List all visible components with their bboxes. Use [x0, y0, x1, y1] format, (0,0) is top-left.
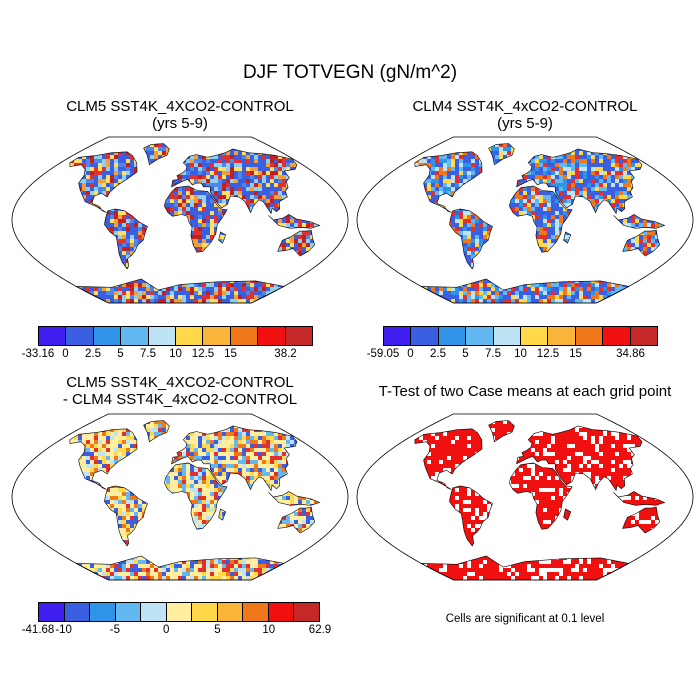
colorbar-swatch — [243, 603, 269, 621]
coastlines — [69, 143, 321, 304]
figure-title: DJF TOTVEGN (gN/m^2) — [242, 62, 458, 83]
colorbar-swatch — [630, 327, 658, 345]
colorbar-tick-label: 5 — [117, 348, 124, 360]
panel-title-ttest: T-Test of two Case means at each grid po… — [355, 383, 695, 400]
colorbar-swatch — [548, 327, 576, 345]
panel-title-clm5: CLM5 SST4K_4XCO2-CONTROL (yrs 5-9) — [10, 98, 350, 132]
colorbar-swatch — [521, 327, 549, 345]
colorbar-swatch — [90, 603, 116, 621]
map-border — [356, 413, 694, 581]
colorbar-swatch — [466, 327, 494, 345]
colorbar-swatch — [294, 603, 320, 621]
colorbar-swatch — [285, 327, 313, 345]
colorbar-swatch — [603, 327, 631, 345]
panel-title-line: (yrs 5-9) — [497, 115, 553, 132]
colorbar-tick-label: 15 — [569, 348, 582, 360]
colorbar-tick-label: 2.5 — [430, 348, 446, 360]
colorbar-tick-label: -41.68 — [21, 624, 55, 636]
colorbar-swatch — [268, 603, 295, 621]
colorbar-labels-diff: -41.68 -10 -5 0 5 10 62.9 — [22, 624, 332, 638]
colorbar-tick-label: 2.5 — [85, 348, 101, 360]
colorbar-tick-label: 10 — [262, 624, 276, 636]
panel-title-line: - CLM4 SST4K_4xCO2-CONTROL — [62, 391, 298, 408]
panel-title-line: CLM5 SST4K_4XCO2-CONTROL — [66, 98, 294, 115]
panel-title-diff: CLM5 SST4K_4XCO2-CONTROL - CLM4 SST4K_4x… — [10, 374, 350, 408]
world-map-ttest — [356, 413, 694, 581]
map-border — [11, 413, 349, 581]
colorbar-swatch — [230, 327, 259, 345]
colorbar-tick-label: -59.05 — [366, 348, 400, 360]
world-map-diff — [11, 413, 349, 581]
colorbar-swatch — [148, 327, 177, 345]
colorbar-tick-label: 12.5 — [191, 348, 215, 360]
panel-title-line: CLM4 SST4K_4xCO2-CONTROL — [412, 98, 638, 115]
colorbar-tick-label: 10 — [169, 348, 182, 360]
colorbar-tick-label: 12.5 — [536, 348, 560, 360]
colorbar-swatch — [66, 327, 94, 345]
colorbar-swatch — [176, 327, 204, 345]
colorbar-labels-clm4: -59.05 0 2.5 5 7.5 10 12.5 15 34.86 — [367, 348, 658, 362]
map-border — [11, 136, 349, 304]
panel-title-line: T-Test of two Case means at each grid po… — [378, 383, 672, 400]
colorbar-swatch — [438, 327, 467, 345]
colorbar-swatch — [121, 327, 149, 345]
colorbar-tick-label: 0 — [407, 348, 414, 360]
colorbar-swatch — [493, 327, 522, 345]
colorbar-tick-label: -33.16 — [21, 348, 55, 360]
colorbar-swatch — [203, 327, 231, 345]
colorbar-swatch — [141, 603, 167, 621]
colorbar-swatch — [575, 327, 604, 345]
world-map-clm4 — [356, 136, 694, 304]
colorbar-swatch — [192, 603, 218, 621]
colorbar-swatch — [39, 603, 65, 621]
colorbar-diff — [38, 602, 320, 622]
colorbar-swatch — [166, 603, 193, 621]
panel-title-line: (yrs 5-9) — [152, 115, 208, 132]
colorbar-tick-label: 62.9 — [308, 624, 332, 636]
panel-title-line: CLM5 SST4K_4XCO2-CONTROL — [66, 374, 294, 391]
colorbar-swatch — [217, 603, 244, 621]
colorbar-swatch — [411, 327, 439, 345]
significance-note: Cells are significant at 0.1 level — [445, 613, 605, 625]
world-map-clm5 — [11, 136, 349, 304]
colorbar-tick-label: 7.5 — [485, 348, 501, 360]
colorbar-tick-label: 5 — [462, 348, 469, 360]
colorbar-tick-label: 38.2 — [274, 348, 297, 360]
colorbar-swatch — [115, 603, 142, 621]
colorbar-clm4 — [383, 326, 658, 346]
colorbar-tick-label: -10 — [55, 624, 72, 636]
colorbar-tick-label: 0 — [62, 348, 69, 360]
colorbar-tick-label: -5 — [109, 624, 121, 636]
colorbar-swatch — [39, 327, 67, 345]
map-border — [356, 136, 694, 304]
panel-title-clm4: CLM4 SST4K_4xCO2-CONTROL (yrs 5-9) — [355, 98, 695, 132]
colorbar-swatch — [258, 327, 286, 345]
colorbar-tick-label: 15 — [224, 348, 237, 360]
colorbar-tick-label: 0 — [162, 624, 170, 636]
colorbar-swatch — [93, 327, 122, 345]
colorbar-clm5 — [38, 326, 313, 346]
colorbar-swatch — [64, 603, 91, 621]
colorbar-tick-label: 5 — [214, 624, 221, 636]
colorbar-tick-label: 7.5 — [140, 348, 156, 360]
colorbar-swatch — [384, 327, 412, 345]
colorbar-labels-clm5: -33.16 0 2.5 5 7.5 10 12.5 15 38.2 — [22, 348, 313, 362]
colorbar-tick-label: 34.86 — [616, 348, 645, 360]
colorbar-tick-label: 10 — [514, 348, 527, 360]
